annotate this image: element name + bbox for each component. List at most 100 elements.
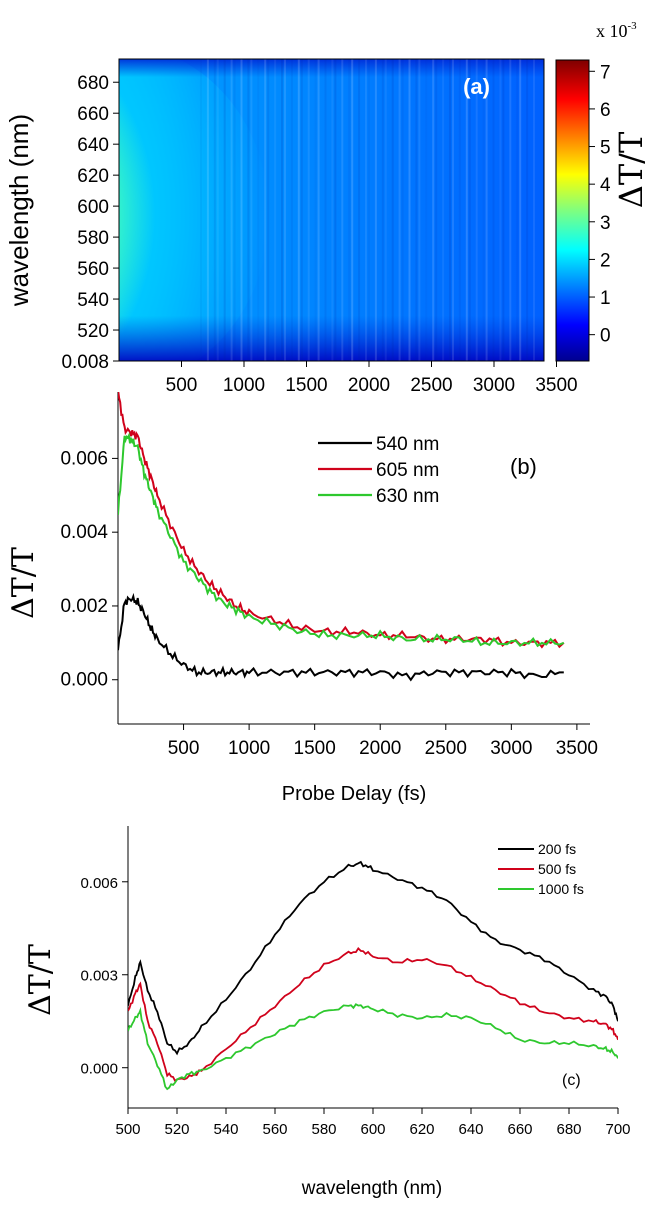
- b-y-tick-label: 0.002: [60, 596, 108, 617]
- series-line-200-fs: [128, 860, 618, 1056]
- panel-b-label: (b): [510, 454, 537, 479]
- panel-a-y-tick-label: 640: [77, 135, 109, 156]
- panel-c-legend: 200 fs 500 fs 1000 fs: [498, 841, 584, 897]
- panel-a-x-tick-label: 2500: [410, 375, 452, 396]
- colorbar-scale: x 10-3: [596, 20, 637, 41]
- heatmap-streak: [348, 59, 351, 361]
- heatmap-streak: [300, 59, 303, 361]
- panel-c-x-axis-label: wavelength (nm): [301, 1178, 442, 1199]
- heatmap-streak: [526, 59, 529, 361]
- heatmap-streak: [216, 59, 219, 361]
- heatmap-streak: [257, 59, 260, 361]
- heatmap-streak: [391, 59, 394, 361]
- b-y-tick-label: 0.000: [60, 670, 108, 691]
- heatmap-streak: [432, 59, 435, 361]
- b-y-tick-label: 0.006: [60, 448, 108, 469]
- panel-a-y-tick-label: 600: [77, 197, 109, 218]
- heatmap-image: [119, 59, 544, 361]
- panel-a-y-axis-label: wavelength (nm): [4, 114, 34, 307]
- heatmap-streak: [458, 59, 461, 361]
- heatmap-streak: [381, 59, 384, 361]
- heatmap-streak: [200, 59, 202, 361]
- colorbar-label: ΔT/T: [612, 131, 650, 208]
- heatmap-streak: [281, 59, 283, 361]
- heatmap-streak: [465, 59, 468, 361]
- heatmap-streak: [223, 59, 226, 361]
- series-line-1000-fs: [128, 1003, 618, 1091]
- colorbar-tick-label: 2: [600, 250, 611, 271]
- legend-label: 1000 fs: [538, 881, 584, 897]
- b-x-tick-label: 3500: [556, 738, 598, 759]
- heatmap-streak: [401, 59, 404, 361]
- c-x-tick-label: 660: [507, 1121, 532, 1138]
- heatmap-streak: [334, 59, 337, 361]
- heatmap-streak: [267, 59, 270, 361]
- heatmap-streak: [314, 59, 317, 361]
- panel-a-y-tick-label: 520: [77, 321, 109, 342]
- heatmap-streak: [452, 59, 454, 361]
- heatmap-streak: [482, 59, 485, 361]
- legend-label: 500 fs: [538, 861, 576, 877]
- heatmap-streak: [415, 59, 418, 361]
- colorbar-tick-label: 5: [600, 138, 611, 159]
- c-x-tick-label: 580: [311, 1121, 336, 1138]
- heatmap-streak: [449, 59, 451, 361]
- heatmap-streak: [331, 59, 334, 361]
- panel-c-spectra: 0.000 0.003 0.006 500 520 540 560 580 600 620 640…: [23, 826, 631, 1199]
- panel-a-y-tick-label: 540: [77, 290, 109, 311]
- heatmap-streak: [284, 59, 286, 361]
- colorbar: 0 1 2 3 4 5 6 7 x 10-3 ΔT/T: [555, 20, 650, 362]
- panel-a-x-tick-label: 3000: [473, 375, 515, 396]
- heatmap-streak: [425, 59, 428, 361]
- heatmap-streak: [492, 59, 495, 361]
- panel-b-kinetics: 0.000 0.002 0.004 0.006 500 1000 1500 2000 2500…: [6, 392, 598, 805]
- heatmap-streak: [468, 59, 471, 361]
- c-y-tick-label: 0.000: [80, 1061, 118, 1078]
- c-x-tick-label: 680: [556, 1121, 581, 1138]
- heatmap-streak: [341, 59, 344, 361]
- heatmap-streak: [516, 59, 519, 361]
- legend-label: 630 nm: [376, 486, 439, 507]
- heatmap-streak: [384, 59, 387, 361]
- b-x-tick-label: 2000: [359, 738, 401, 759]
- heatmap-streak: [351, 59, 354, 361]
- heatmap-streak: [317, 59, 320, 361]
- heatmap-streak: [509, 59, 512, 361]
- c-x-tick-label: 560: [262, 1121, 287, 1138]
- heatmap-streak: [250, 59, 253, 361]
- heatmap-streak: [324, 59, 327, 361]
- heatmap-streak: [374, 59, 377, 361]
- panel-a-x-tick-label: 500: [166, 375, 198, 396]
- heatmap-streak: [485, 59, 488, 361]
- heatmap-streak: [365, 59, 367, 361]
- colorbar-tick-label: 4: [600, 175, 611, 196]
- legend-label: 540 nm: [376, 434, 439, 455]
- colorbar-tick-label: 6: [600, 100, 611, 121]
- b-x-tick-label: 2500: [425, 738, 467, 759]
- heatmap-streak: [368, 59, 370, 361]
- heatmap-streak: [475, 59, 478, 361]
- c-x-tick-label: 700: [605, 1121, 630, 1138]
- colorbar-tick-label: 0: [600, 326, 611, 347]
- c-x-tick-label: 540: [213, 1121, 238, 1138]
- colorbar-tick-label: 1: [600, 288, 611, 309]
- legend-label: 200 fs: [538, 841, 576, 857]
- colorbar-tick-label: 3: [600, 213, 611, 234]
- heatmap-streak: [398, 59, 401, 361]
- panel-a-y-tick-label: 680: [77, 73, 109, 94]
- panel-a-y-tick-label: 620: [77, 166, 109, 187]
- heatmap-streak: [213, 59, 216, 361]
- series-line-500-fs: [128, 946, 618, 1083]
- b-x-tick-label: 3000: [490, 738, 532, 759]
- heatmap-streak: [307, 59, 310, 361]
- heatmap-streak: [533, 59, 535, 361]
- c-x-tick-label: 520: [164, 1121, 189, 1138]
- b-x-tick-label: 500: [168, 738, 200, 759]
- panel-b-x-axis-label: Probe Delay (fs): [282, 783, 427, 805]
- heatmap-streak: [240, 59, 243, 361]
- heatmap-streak: [247, 59, 250, 361]
- panel-a-x-tick-label: 2000: [348, 375, 390, 396]
- b-y-tick-label: 0.004: [60, 522, 108, 543]
